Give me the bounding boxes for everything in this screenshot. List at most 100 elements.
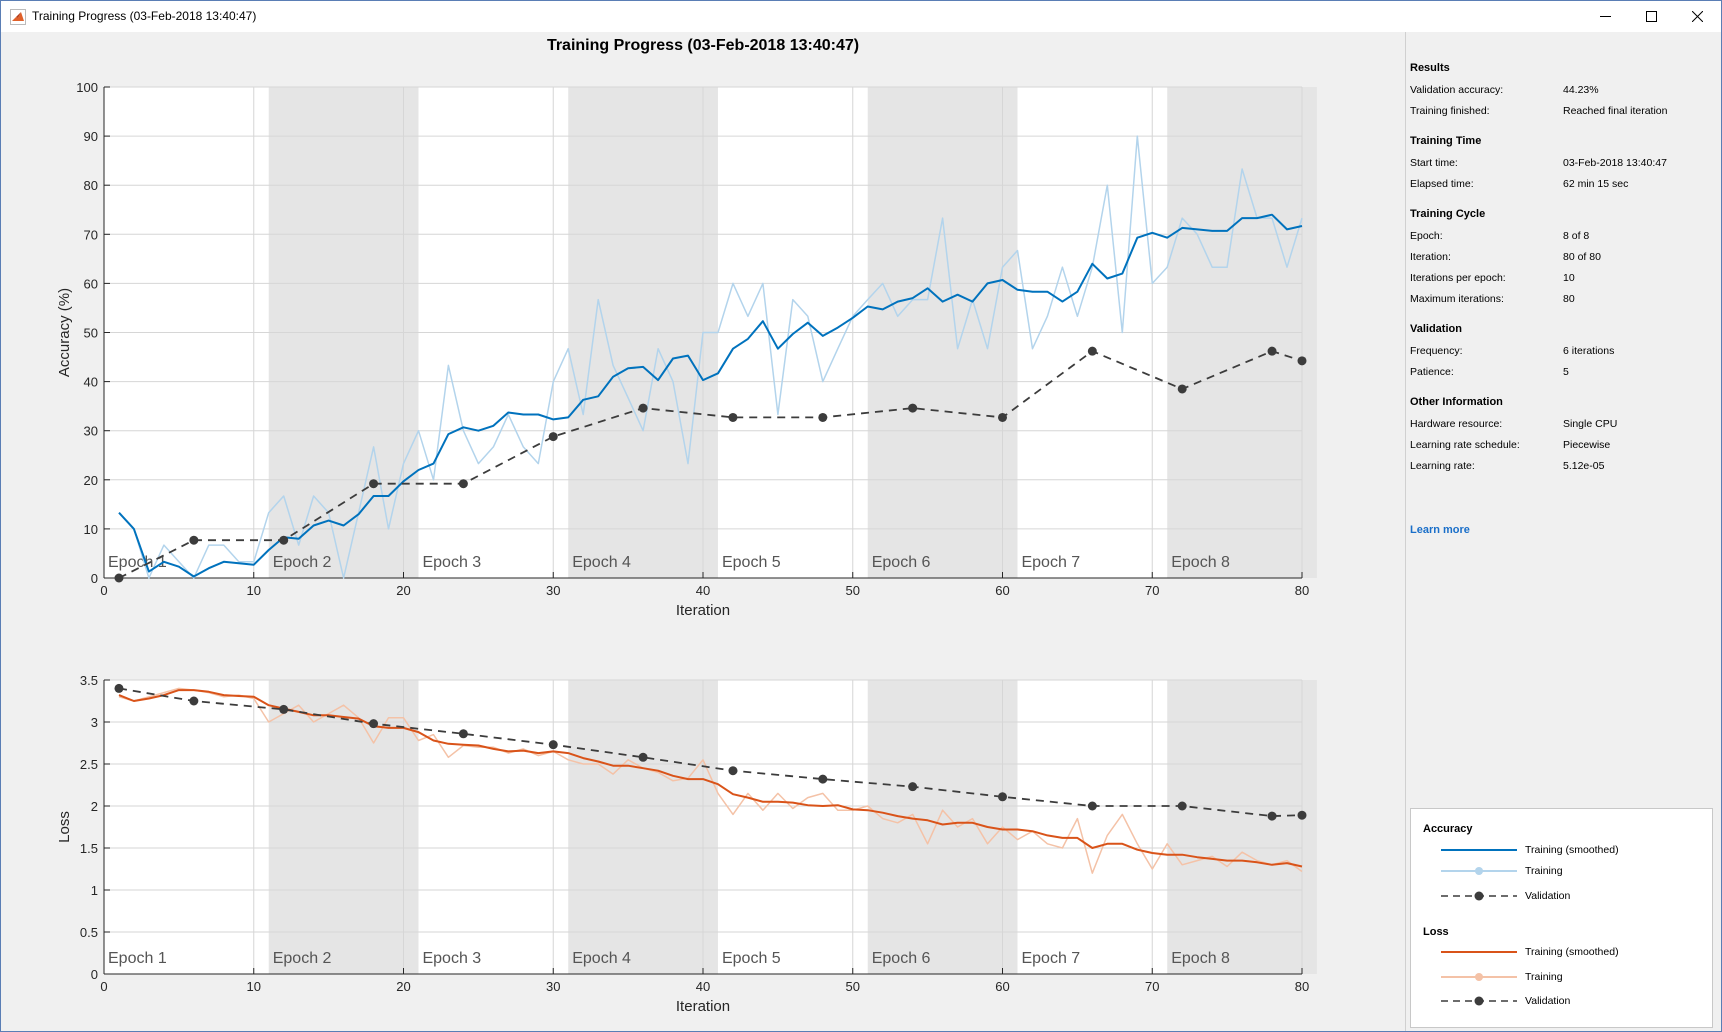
- loss-y-tick-label: 0.5: [80, 925, 98, 940]
- legend-accuracy-training-label: Training: [1525, 865, 1563, 877]
- maximum-iterations-label: Maximum iterations:: [1410, 293, 1504, 305]
- learning-rate-label: Learning rate:: [1410, 460, 1475, 472]
- maximize-icon: [1645, 11, 1657, 22]
- close-button[interactable]: [1674, 1, 1720, 32]
- figure-title: Training Progress (03-Feb-2018 13:40:47): [546, 37, 860, 54]
- accuracy-epoch-label: Epoch 5: [722, 554, 781, 571]
- legend-loss-smoothed-swatch: [1441, 951, 1517, 953]
- accuracy-validation-point: [114, 573, 124, 583]
- elapsed-time-value: 62 min 15 sec: [1563, 178, 1629, 190]
- accuracy-y-axis-label: Accuracy (%): [56, 288, 73, 377]
- accuracy-y-tick-label: 50: [84, 326, 98, 341]
- loss-validation-point: [458, 729, 468, 739]
- loss-validation-point: [279, 704, 289, 714]
- loss-validation-point: [1177, 801, 1187, 811]
- loss-y-tick-label: 0: [91, 967, 98, 982]
- matlab-logo-icon: [10, 9, 26, 25]
- loss-x-axis-label: Iteration: [676, 998, 730, 1015]
- accuracy-y-tick-label: 0: [91, 571, 98, 586]
- accuracy-epoch-label: Epoch 6: [872, 554, 931, 571]
- training-finished-value: Reached final iteration: [1563, 105, 1668, 117]
- window-title: Training Progress (03-Feb-2018 13:40:47): [32, 9, 257, 23]
- loss-epoch-band: [568, 680, 718, 974]
- training-finished-label: Training finished:: [1410, 105, 1490, 117]
- legend-accuracy-training-swatch: [1441, 867, 1517, 875]
- accuracy-validation-point: [818, 412, 828, 422]
- title-bar[interactable]: Training Progress (03-Feb-2018 13:40:47): [1, 1, 1721, 32]
- accuracy-epoch-label: Epoch 8: [1171, 554, 1230, 571]
- accuracy-training-smoothed-line: [118, 213, 1303, 578]
- maximize-button[interactable]: [1628, 1, 1674, 32]
- accuracy-x-tick-label: 50: [846, 583, 860, 598]
- frequency-value: 6 iterations: [1563, 345, 1615, 357]
- results-heading: Results: [1410, 62, 1450, 74]
- training-charts: Epoch 1 Epoch 2 Epoch 3 Epoch 4 Epoch 5 Epoch…: [56, 80, 1317, 1015]
- accuracy-epoch-label: Epoch 1: [108, 554, 167, 571]
- legend-accuracy-heading: Accuracy: [1423, 823, 1473, 835]
- iterations-per-epoch-value: 10: [1563, 272, 1575, 284]
- accuracy-validation-point: [908, 403, 918, 413]
- start-time-value: 03-Feb-2018 13:40:47: [1563, 157, 1667, 169]
- accuracy-validation-point: [189, 535, 199, 545]
- elapsed-time-label: Elapsed time:: [1410, 178, 1474, 190]
- training-time-heading: Training Time: [1410, 135, 1482, 147]
- loss-epoch-label: Epoch 2: [273, 950, 332, 967]
- learning-rate-schedule-value: Piecewise: [1563, 439, 1611, 451]
- minimize-button[interactable]: [1582, 1, 1628, 32]
- start-time-label: Start time:: [1410, 157, 1458, 169]
- loss-y-axis-label: Loss: [56, 811, 73, 843]
- loss-validation-point: [638, 752, 648, 762]
- loss-y-tick-label: 3.5: [80, 673, 98, 688]
- minimize-icon: [1599, 16, 1611, 17]
- accuracy-x-tick-label: 40: [696, 583, 710, 598]
- accuracy-training-line: [118, 135, 1303, 579]
- maximum-iterations-value: 80: [1563, 293, 1575, 305]
- loss-validation-point: [369, 719, 379, 729]
- legend: Accuracy Training (smoothed) Training Va…: [1410, 808, 1713, 1028]
- loss-validation-point: [548, 740, 558, 750]
- accuracy-x-tick-label: 60: [995, 583, 1009, 598]
- accuracy-y-tick-label: 10: [84, 522, 98, 537]
- accuracy-validation-point: [369, 479, 379, 489]
- legend-loss-validation-swatch: [1441, 996, 1517, 1006]
- loss-x-tick-label: 70: [1145, 979, 1159, 994]
- loss-validation-point: [998, 792, 1007, 802]
- legend-accuracy-smoothed-label: Training (smoothed): [1525, 844, 1619, 856]
- accuracy-validation-point: [1087, 346, 1097, 356]
- loss-validation-point: [818, 774, 828, 784]
- accuracy-y-tick-label: 20: [84, 473, 98, 488]
- patience-value: 5: [1563, 366, 1569, 378]
- loss-epoch-label: Epoch 1: [108, 950, 167, 967]
- accuracy-epoch-label: Epoch 7: [1021, 554, 1080, 571]
- loss-validation-point: [114, 683, 124, 693]
- loss-validation-point: [189, 696, 199, 706]
- accuracy-x-axis-label: Iteration: [676, 602, 730, 619]
- loss-epoch-label: Epoch 7: [1021, 950, 1080, 967]
- epoch-label: Epoch:: [1410, 230, 1443, 242]
- loss-x-tick-label: 30: [546, 979, 560, 994]
- loss-validation-point: [1267, 811, 1277, 821]
- legend-accuracy-smoothed-swatch: [1441, 849, 1517, 851]
- loss-epoch-label: Epoch 4: [572, 950, 631, 967]
- legend-loss-smoothed-label: Training (smoothed): [1525, 946, 1619, 958]
- accuracy-validation-point: [998, 412, 1007, 422]
- loss-x-tick-label: 50: [846, 979, 860, 994]
- loss-training-line: [118, 687, 1303, 874]
- learn-more-link[interactable]: Learn more: [1410, 524, 1470, 536]
- accuracy-epoch-label: Epoch 3: [422, 554, 481, 571]
- accuracy-y-tick-label: 90: [84, 129, 98, 144]
- accuracy-validation-point: [548, 432, 558, 442]
- loss-validation-point: [728, 766, 738, 776]
- loss-x-tick-label: 20: [396, 979, 410, 994]
- legend-loss-training-swatch: [1441, 973, 1517, 981]
- loss-y-tick-label: 2.5: [80, 757, 98, 772]
- accuracy-y-tick-label: 70: [84, 227, 98, 242]
- training-cycle-heading: Training Cycle: [1410, 208, 1486, 220]
- accuracy-x-tick-label: 0: [100, 583, 107, 598]
- learning-rate-value: 5.12e-05: [1563, 460, 1605, 472]
- accuracy-epoch-label: Epoch 4: [572, 554, 631, 571]
- validation-heading: Validation: [1410, 323, 1462, 335]
- iterations-per-epoch-label: Iterations per epoch:: [1410, 272, 1506, 284]
- accuracy-validation-point: [458, 479, 468, 489]
